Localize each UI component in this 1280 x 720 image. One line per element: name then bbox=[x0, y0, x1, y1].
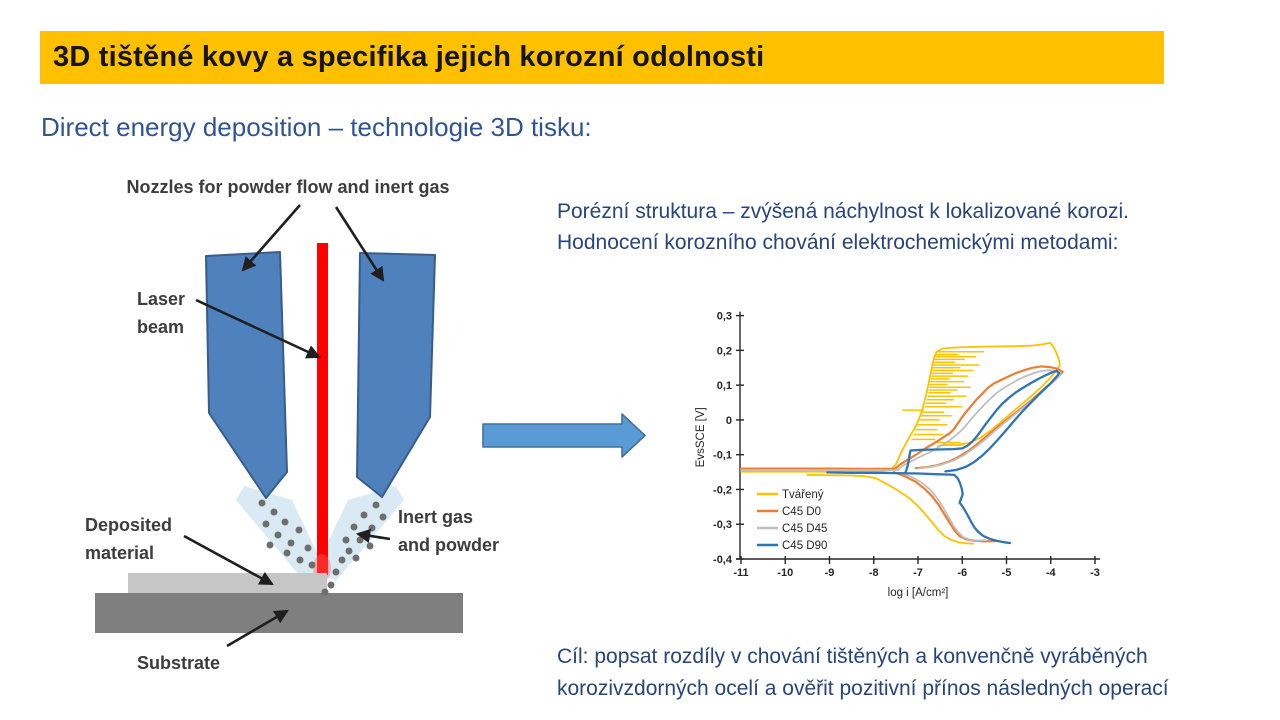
y-tick-label: -0,2 bbox=[713, 484, 732, 496]
deposited-material-layer bbox=[128, 573, 327, 593]
legend-label-Tvářený: Tvářený bbox=[782, 489, 824, 501]
inert-gas-label-line1: Inert gas bbox=[398, 507, 473, 527]
nozzle-left bbox=[205, 251, 288, 499]
goal-line-1: Cíl: popsat rozdíly v chování tištěných … bbox=[557, 645, 1148, 668]
x-tick-label: -8 bbox=[869, 567, 879, 579]
substrate-slab bbox=[95, 593, 463, 633]
x-tick-label: -6 bbox=[957, 567, 967, 579]
info-line-1: Porézní struktura – zvýšená náchylnost k… bbox=[557, 200, 1129, 223]
deposited-label-line2: material bbox=[85, 543, 154, 563]
slide-title: 3D tištěné kovy a specifika jejich koroz… bbox=[53, 41, 765, 73]
nozzles-label: Nozzles for powder flow and inert gas bbox=[126, 177, 449, 197]
laser-label-line2: beam bbox=[137, 317, 184, 337]
deposited-label-line1: Deposited bbox=[85, 515, 172, 535]
series-C45 D0 bbox=[892, 471, 998, 543]
powder-dots bbox=[258, 499, 387, 596]
nozzle-right bbox=[356, 252, 436, 498]
series-Tvářený bbox=[740, 341, 1061, 473]
substrate-label: Substrate bbox=[137, 653, 220, 673]
subtitle: Direct energy deposition – technologie 3… bbox=[41, 112, 592, 142]
y-tick-label: 0,3 bbox=[717, 311, 732, 323]
info-text: Porézní struktura – zvýšená náchylnost k… bbox=[557, 196, 1129, 258]
goal-text: Cíl: popsat rozdíly v chování tištěných … bbox=[557, 641, 1169, 704]
arrow-to-substrate bbox=[226, 609, 289, 648]
laser-label-line1: Laser bbox=[137, 289, 185, 309]
x-tick-label: -11 bbox=[733, 567, 748, 579]
goal-line-2: korozivzdorných ocelí a ověřit pozitivní… bbox=[557, 676, 1169, 700]
y-tick-label: -0,3 bbox=[713, 519, 732, 531]
annotation-arrows bbox=[183, 204, 391, 648]
legend-label-C45 D90: C45 D90 bbox=[782, 540, 827, 552]
x-tick-label: -3 bbox=[1090, 567, 1100, 579]
y-tick-label: 0 bbox=[726, 415, 732, 427]
x-tick-label: -4 bbox=[1046, 567, 1057, 579]
x-tick-label: -5 bbox=[1002, 567, 1012, 579]
legend-label-C45 D0: C45 D0 bbox=[782, 506, 821, 518]
arrow-to-deposited-material bbox=[183, 534, 274, 586]
series-C45 D0 bbox=[739, 365, 1064, 470]
ded-process-diagram: Nozzles for powder flow and inert gas La… bbox=[85, 177, 499, 673]
x-tick-label: -10 bbox=[777, 567, 793, 579]
legend-label-C45 D45: C45 D45 bbox=[782, 523, 827, 535]
series-Tvářený bbox=[806, 473, 975, 545]
info-line-2: Hodnocení korozního chování elektrochemi… bbox=[557, 231, 1119, 254]
arrow-to-laser-beam bbox=[195, 298, 321, 359]
arrow-to-left-nozzle bbox=[241, 204, 301, 272]
x-tick-label: -9 bbox=[825, 567, 835, 579]
inert-gas-label-line2: and powder bbox=[398, 535, 499, 555]
x-axis-title: log i [A/cm²] bbox=[888, 587, 949, 599]
title-bar: 3D tištěné kovy a specifika jejich koroz… bbox=[40, 31, 1164, 84]
y-tick-label: -0,4 bbox=[713, 554, 733, 566]
y-tick-label: 0,2 bbox=[717, 345, 732, 357]
series-C45 D45 bbox=[740, 369, 1063, 471]
y-tick-label: -0,1 bbox=[713, 450, 732, 462]
x-tick-label: -7 bbox=[913, 567, 923, 579]
polarization-chart: 0,3 0,2 0,1 0 -0,1 -0,2 -0,3 -0,4-11 -10 -9 -8 -7 -6… bbox=[695, 311, 1100, 599]
arrow-to-right-nozzle bbox=[334, 206, 385, 282]
series-C45 D90 bbox=[904, 369, 1061, 474]
y-axis-title: EvsSCE [V] bbox=[695, 407, 707, 467]
y-tick-label: 0,1 bbox=[717, 380, 732, 392]
arrow-to-powder-stream bbox=[355, 528, 391, 543]
right-block-arrow bbox=[482, 413, 646, 458]
series-C45 D45 bbox=[899, 471, 987, 542]
series-C45 D90 bbox=[826, 471, 1012, 545]
laser-beam bbox=[317, 243, 328, 575]
